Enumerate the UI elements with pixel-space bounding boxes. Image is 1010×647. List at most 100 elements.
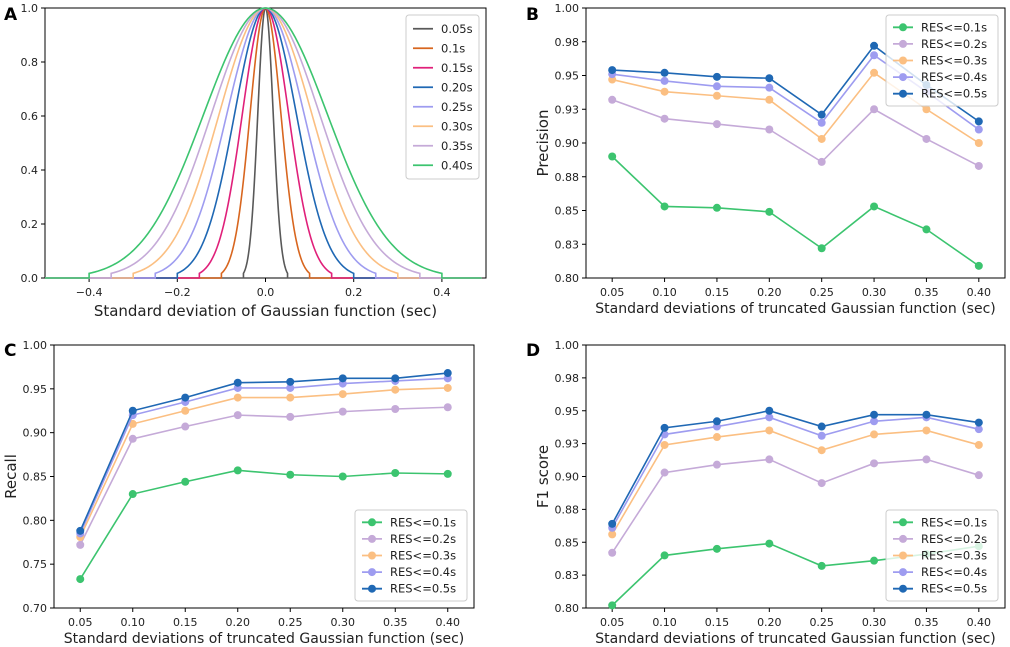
data-point — [181, 393, 190, 402]
series-line-RES<=0.5s — [79, 372, 448, 532]
y-tick-label: 0.4 — [21, 164, 39, 177]
legend-marker — [899, 39, 907, 48]
data-point — [128, 406, 137, 415]
y-tick-label: 0.80 — [555, 602, 580, 615]
y-tick-label: 1.0 — [21, 2, 39, 15]
y-tick-label: 0.83 — [555, 238, 580, 251]
x-tick-label: 0.10 — [121, 616, 146, 629]
y-axis-label: F1 score — [534, 445, 552, 508]
data-point — [974, 125, 983, 134]
data-point — [443, 469, 452, 478]
data-point — [76, 526, 85, 535]
series-line-RES<=0.2s — [611, 458, 980, 554]
y-tick-label: 0.80 — [23, 514, 48, 527]
data-point — [765, 413, 774, 422]
data-point — [922, 410, 931, 419]
legend-marker — [368, 584, 376, 593]
x-tick-label: 0.20 — [757, 286, 782, 299]
x-tick-label: 0.20 — [226, 616, 251, 629]
x-tick-label: 0.35 — [914, 616, 939, 629]
legend-label: RES<=0.2s — [390, 532, 456, 546]
data-point — [974, 418, 983, 427]
y-tick-label: 0.90 — [555, 137, 580, 150]
data-point — [608, 519, 617, 528]
legend-marker — [368, 551, 376, 560]
legend-marker — [368, 568, 376, 577]
x-tick-label: 0.35 — [383, 616, 408, 629]
x-axis-label: Standard deviations of truncated Gaussia… — [595, 631, 995, 647]
panel-b: B 0.80 0.83 0.85 0.88 0.90 0.93 0.95 0.98 1.00 0.0… — [526, 2, 1006, 317]
y-tick-label: 0.98 — [555, 36, 580, 49]
x-tick-label: 0.4 — [433, 286, 451, 299]
panel-letter: D — [526, 341, 540, 361]
legend-label: 0.30s — [441, 119, 473, 133]
legend-label: RES<=0.4s — [921, 70, 987, 84]
data-point — [391, 385, 400, 394]
data-point — [870, 41, 879, 50]
x-tick-label: 0.15 — [705, 286, 730, 299]
y-tick-label: 1.00 — [23, 339, 48, 352]
series-line-RES<=0.3s — [611, 429, 980, 535]
data-point — [286, 393, 295, 402]
legend-label: RES<=0.1s — [921, 20, 987, 34]
data-point — [870, 410, 879, 419]
x-tick-label: −0.2 — [164, 286, 191, 299]
legend-label: RES<=0.5s — [921, 87, 987, 101]
y-tick-label: 1.00 — [555, 2, 580, 15]
data-point — [922, 455, 931, 464]
data-point — [870, 51, 879, 60]
y-tick-label: 0.80 — [555, 272, 580, 285]
legend-label: RES<=0.1s — [390, 515, 456, 529]
data-point — [233, 378, 242, 387]
data-point — [870, 556, 879, 565]
data-point — [817, 479, 826, 488]
legend-label: RES<=0.3s — [921, 54, 987, 68]
legend-box — [885, 14, 999, 107]
data-point — [712, 91, 721, 100]
y-tick-label: 0.83 — [555, 569, 580, 582]
legend-box — [405, 14, 480, 180]
series-line-0.40s — [45, 7, 482, 279]
data-point — [712, 417, 721, 426]
x-tick-label: 0.15 — [173, 616, 198, 629]
data-point — [870, 459, 879, 468]
data-point — [765, 406, 774, 415]
x-tick-label: 0.40 — [436, 616, 461, 629]
x-tick-label: 0.20 — [757, 616, 782, 629]
data-point — [922, 225, 931, 234]
y-tick-label: 0.90 — [23, 427, 48, 440]
x-tick-label: 0.35 — [914, 286, 939, 299]
data-point — [712, 82, 721, 91]
data-point — [181, 477, 190, 486]
series-line-RES<=0.4s — [611, 416, 979, 529]
y-tick-label: 0.93 — [555, 103, 580, 116]
data-point — [660, 76, 669, 85]
data-point — [76, 540, 85, 549]
panel-letter: A — [4, 5, 18, 25]
legend-label: RES<=0.2s — [921, 37, 987, 51]
series-line-RES<=0.2s — [611, 99, 980, 167]
data-point — [817, 446, 826, 455]
data-point — [765, 539, 774, 548]
data-point — [870, 105, 879, 114]
data-point — [712, 433, 721, 442]
data-point — [974, 425, 983, 434]
panel-letter: B — [526, 5, 539, 25]
data-point — [870, 202, 879, 211]
legend-marker — [899, 534, 907, 543]
x-tick-label: 0.30 — [862, 286, 887, 299]
data-point — [870, 68, 879, 77]
data-point — [391, 468, 400, 477]
x-tick-label: 0.25 — [809, 616, 834, 629]
legend-label: 0.20s — [441, 80, 473, 94]
data-point — [660, 468, 669, 477]
data-point — [128, 419, 137, 428]
data-point — [817, 431, 826, 440]
x-tick-label: 0.10 — [652, 616, 677, 629]
data-point — [233, 411, 242, 420]
data-point — [974, 161, 983, 170]
panel-c: C 0.70 0.75 0.80 0.85 0.90 0.95 1.00 0.05 0.10 0.1… — [2, 339, 475, 647]
series-line-RES<=0.2s — [79, 406, 448, 546]
data-point — [817, 561, 826, 570]
y-tick-label: 0.93 — [555, 438, 580, 451]
